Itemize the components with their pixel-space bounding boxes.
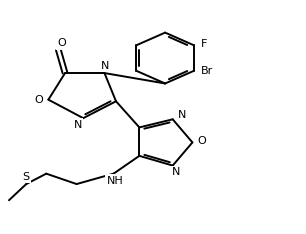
- Text: NH: NH: [107, 176, 124, 186]
- Text: O: O: [58, 38, 66, 48]
- Text: N: N: [172, 168, 180, 178]
- Text: O: O: [34, 95, 43, 105]
- Text: N: N: [177, 110, 186, 120]
- Text: O: O: [198, 136, 207, 146]
- Text: N: N: [74, 120, 82, 130]
- Text: S: S: [23, 172, 30, 182]
- Text: F: F: [200, 39, 207, 49]
- Text: N: N: [101, 61, 109, 71]
- Text: Br: Br: [201, 66, 213, 76]
